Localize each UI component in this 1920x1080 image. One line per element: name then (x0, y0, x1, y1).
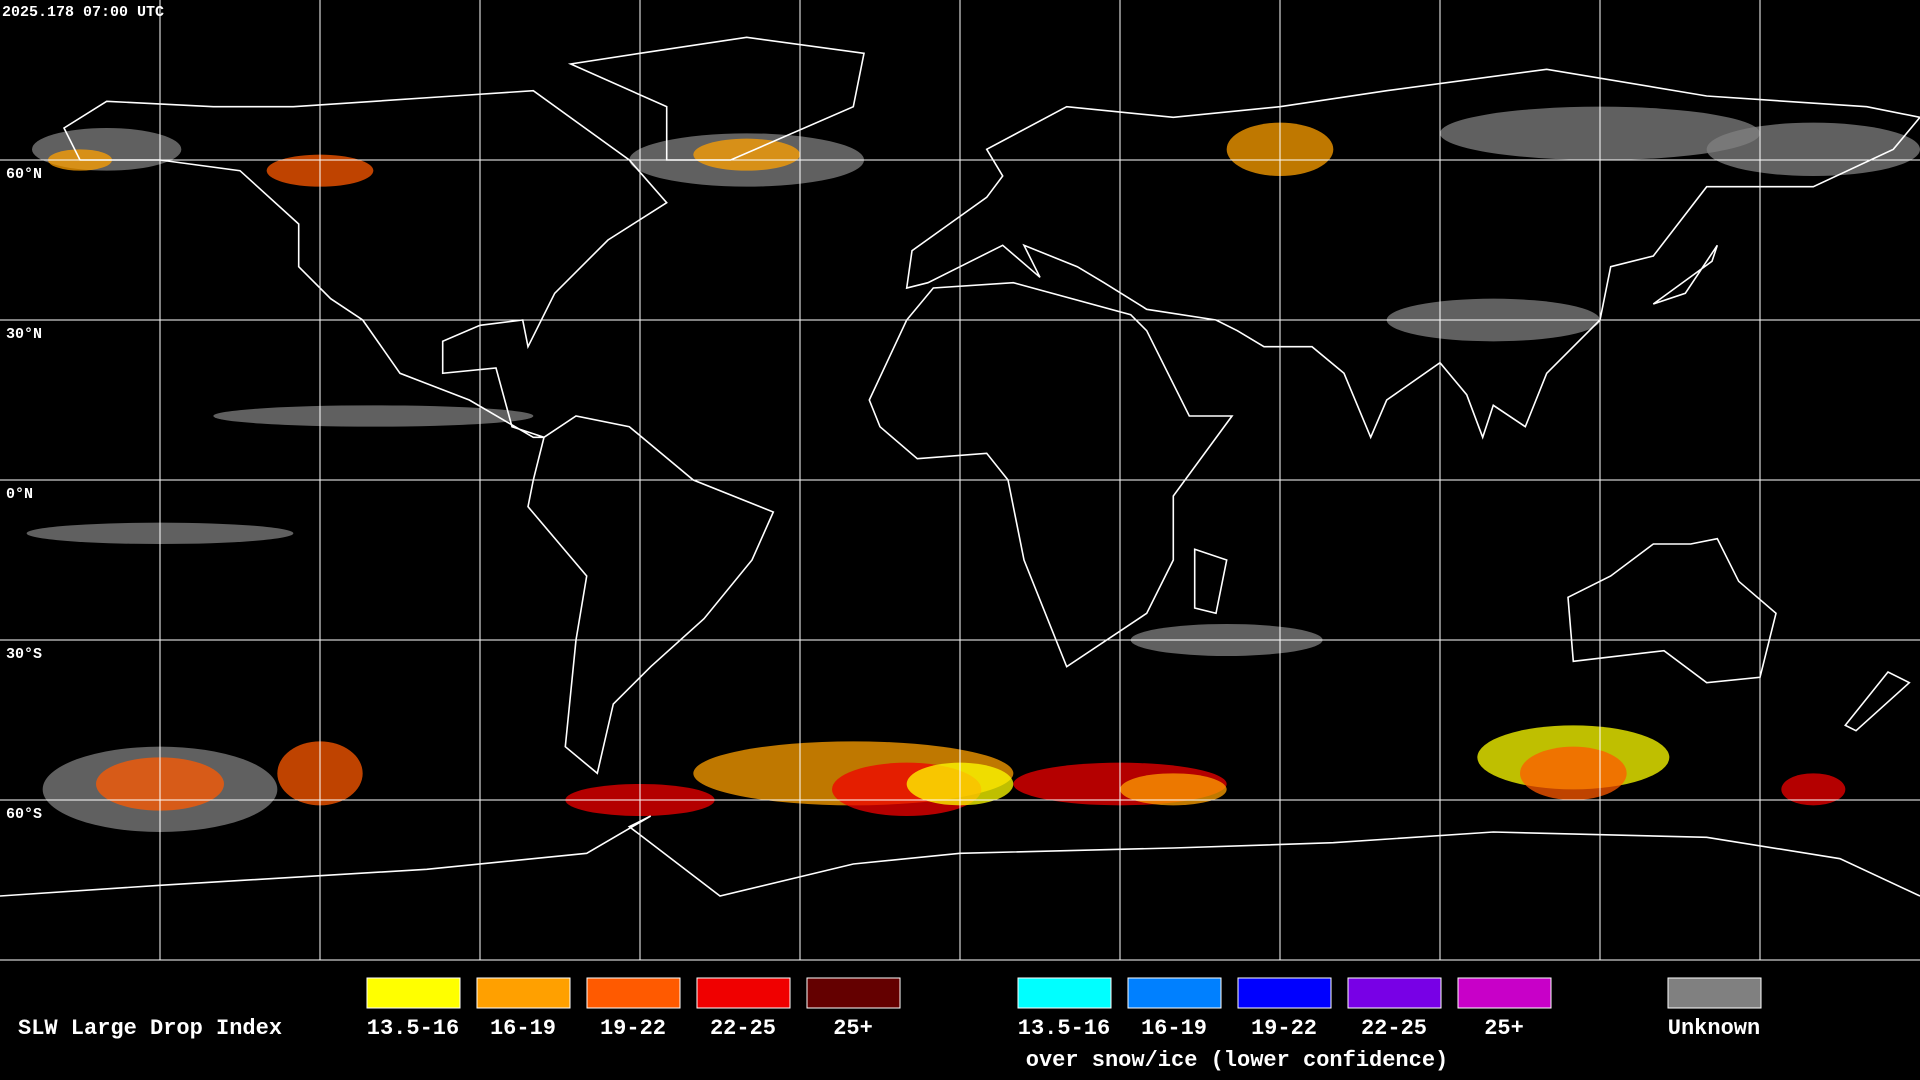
coastline (1567, 537, 1777, 684)
legend-label: 22-25 (1361, 1016, 1427, 1041)
legend: 13.5-16 16-19 19-22 22-25 25+ 13.5-16 16-19 19-… (366, 977, 1762, 1041)
legend-swatch (1127, 977, 1222, 1009)
coastline (62, 89, 668, 439)
coastline (1193, 548, 1228, 615)
coastline (905, 68, 1920, 440)
legend-swatch (1457, 977, 1552, 1009)
coastline (1652, 244, 1719, 305)
cloud-field (26, 106, 1920, 832)
coastline (868, 281, 1234, 668)
legend-title: SLW Large Drop Index (18, 1016, 282, 1041)
legend-label: 16-19 (490, 1016, 556, 1041)
legend-label: 22-25 (710, 1016, 776, 1041)
legend-swatch (366, 977, 461, 1009)
legend-label: 13.5-16 (1018, 1016, 1110, 1041)
legend-swatch (1237, 977, 1332, 1009)
legend-swatch (476, 977, 571, 1009)
legend-label: 19-22 (1251, 1016, 1317, 1041)
cloud-patch (693, 138, 801, 171)
legend-swatch (1017, 977, 1112, 1009)
latitude-labels: 60°N 30°N 0°N 30°S 60°S (6, 166, 42, 823)
legend-swatch (1347, 977, 1442, 1009)
snow-ice-caption: over snow/ice (lower confidence) (1026, 1048, 1448, 1073)
cloud-patch (1120, 773, 1227, 806)
latitude-label: 30°S (6, 646, 42, 663)
coastline (527, 415, 775, 775)
legend-label: Unknown (1668, 1016, 1760, 1041)
timestamp: 2025.178 07:00 UTC (2, 4, 164, 21)
legend-label: 25+ (833, 1016, 873, 1041)
legend-label: 13.5-16 (367, 1016, 459, 1041)
coastline (1844, 670, 1911, 732)
latitude-label: 30°N (6, 326, 42, 343)
legend-label: 16-19 (1141, 1016, 1207, 1041)
legend-label: 19-22 (600, 1016, 666, 1041)
cloud-patch (1520, 746, 1627, 800)
legend-swatch (696, 977, 791, 1009)
latitude-label: 60°S (6, 806, 42, 823)
cloud-patch (1706, 122, 1920, 176)
coastline (567, 36, 865, 161)
legend-swatch (586, 977, 681, 1009)
cloud-patch (213, 405, 534, 427)
legend-swatch (806, 977, 901, 1009)
latitude-label: 0°N (6, 486, 33, 503)
cloud-patch (1781, 773, 1846, 806)
legend-label: 25+ (1484, 1016, 1524, 1041)
latitude-label: 60°N (6, 166, 42, 183)
graticule (0, 0, 1920, 960)
legend-swatch (1667, 977, 1762, 1009)
